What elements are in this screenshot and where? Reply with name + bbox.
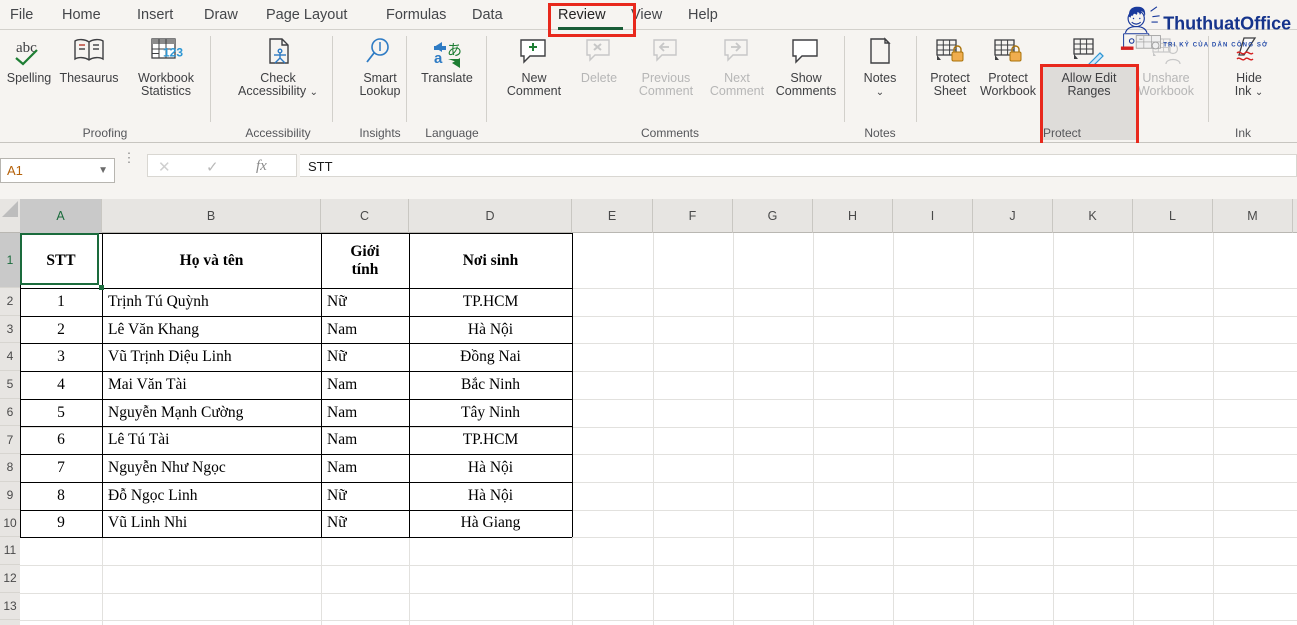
svg-text:a: a <box>434 50 443 67</box>
svg-text:123: 123 <box>163 46 183 60</box>
svg-text:あ: あ <box>447 42 462 59</box>
